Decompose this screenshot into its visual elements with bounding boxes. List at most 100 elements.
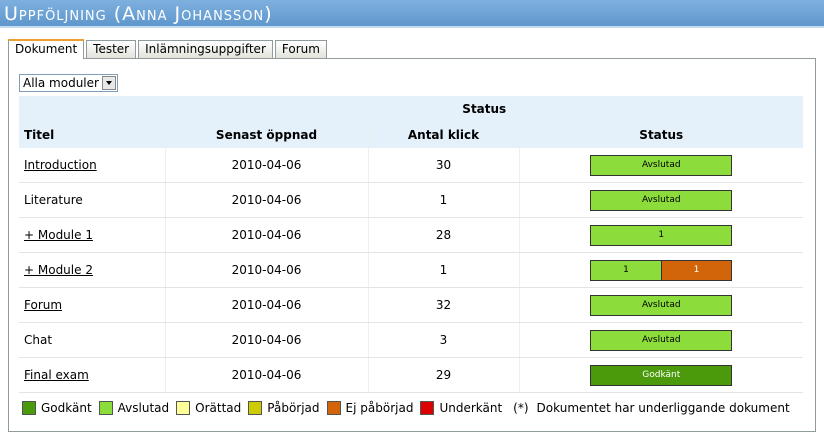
- group-header: Status: [164, 96, 804, 122]
- tab[interactable]: Inlämningsuppgifter: [138, 40, 273, 58]
- title-cell: Forum: [19, 287, 165, 323]
- date-cell: 2010-04-06: [164, 287, 368, 323]
- document-table: Status Titel Senast öppnad Antal klick S…: [19, 96, 804, 393]
- filter-label: Alla moduler: [23, 76, 99, 90]
- legend-item: Underkänt: [420, 401, 502, 415]
- status-bar: Avslutad: [590, 189, 733, 211]
- dropdown-arrow[interactable]: [102, 76, 116, 90]
- status-segment: 1: [591, 225, 732, 245]
- date-cell: 2010-04-06: [164, 252, 368, 288]
- table-row: Introduction 2010-04-06 30 Avslutad: [19, 148, 804, 183]
- status-cell: Godkänt: [518, 357, 804, 393]
- legend-item: Godkänt: [22, 401, 92, 415]
- date-cell: 2010-04-06: [164, 217, 368, 253]
- document-link[interactable]: Final exam: [24, 368, 89, 382]
- status-segment: Avslutad: [591, 330, 732, 350]
- legend-swatch: [22, 401, 36, 415]
- last-opened: 2010-04-06: [231, 263, 302, 277]
- document-link[interactable]: + Module 1: [24, 228, 93, 242]
- last-opened: 2010-04-06: [231, 158, 302, 172]
- status-cell: Avslutad: [518, 322, 804, 358]
- note-text: Dokumentet har underliggande dokument: [536, 401, 790, 415]
- table-row: + Module 1 2010-04-06 28 1: [19, 217, 804, 253]
- legend-label: Orättad: [195, 401, 242, 415]
- status-cell: Avslutad: [518, 182, 804, 218]
- table-row: + Module 2 2010-04-06 1 1 1: [19, 252, 804, 288]
- legend-label: Påbörjad: [267, 401, 320, 415]
- page-title: Uppföljning (Anna Johansson): [0, 0, 824, 28]
- legend-item: Avslutad: [98, 401, 170, 415]
- legend-label: Godkänt: [41, 401, 92, 415]
- legend-item: Orättad: [176, 401, 241, 415]
- title-cell: Chat: [19, 322, 165, 358]
- column-header: Antal klick: [367, 122, 519, 148]
- header-row: Titel Senast öppnad Antal klick Status: [19, 122, 804, 148]
- clicks-cell: 3: [367, 322, 519, 358]
- tab[interactable]: Tester: [86, 40, 137, 58]
- status-bar: Avslutad: [590, 154, 733, 176]
- status-cell: 1: [518, 217, 804, 253]
- tab[interactable]: Dokument: [8, 39, 85, 59]
- table-row: Chat 2010-04-06 3 Avslutad: [19, 322, 804, 358]
- module-filter[interactable]: Alla moduler: [19, 74, 118, 92]
- title-cell: + Module 2: [19, 252, 165, 288]
- click-count: 29: [435, 368, 452, 382]
- legend-label: Ej påbörjad: [345, 401, 414, 415]
- legend-note: (*) Dokumentet har underliggande dokument: [513, 401, 797, 415]
- clicks-cell: 28: [367, 217, 519, 253]
- status-segment: Avslutad: [591, 190, 732, 210]
- date-cell: 2010-04-06: [164, 148, 368, 183]
- legend: Godkänt Avslutad Orättad Påbörjad Ej påbörja…: [22, 401, 805, 415]
- note-marker: (*): [513, 401, 529, 415]
- clicks-cell: 32: [367, 287, 519, 323]
- status-cell: Avslutad: [518, 148, 804, 183]
- legend-swatch: [248, 401, 263, 415]
- legend-swatch: [176, 401, 191, 415]
- last-opened: 2010-04-06: [231, 193, 302, 207]
- column-header: Status: [518, 122, 804, 148]
- title-cell: + Module 1: [19, 217, 165, 253]
- clicks-cell: 1: [367, 182, 519, 218]
- last-opened: 2010-04-06: [231, 333, 302, 347]
- title-cell: Literature: [19, 182, 165, 218]
- status-bar: Avslutad: [590, 294, 733, 316]
- legend-item: Ej påbörjad: [326, 401, 414, 415]
- status-segment: Avslutad: [591, 155, 732, 175]
- document-link[interactable]: + Module 2: [24, 263, 93, 277]
- legend-label: Avslutad: [117, 401, 170, 415]
- status-segment: 1: [591, 260, 661, 280]
- last-opened: 2010-04-06: [231, 298, 302, 312]
- title-cell: Introduction: [19, 148, 165, 183]
- header-cell: [19, 96, 165, 122]
- tab[interactable]: Forum: [274, 40, 327, 58]
- document-link[interactable]: Forum: [24, 298, 63, 312]
- clicks-cell: 29: [367, 357, 519, 393]
- clicks-cell: 1: [367, 252, 519, 288]
- legend-item: Påbörjad: [248, 401, 320, 415]
- click-count: 30: [435, 158, 452, 172]
- click-count: 3: [439, 333, 448, 347]
- status-bar: 1: [590, 224, 733, 246]
- title-cell: Final exam: [19, 357, 165, 393]
- clicks-cell: 30: [367, 148, 519, 183]
- table-row: Literature 2010-04-06 1 Avslutad: [19, 182, 804, 218]
- tab-bar: Dokument Tester Inlämningsuppgifter Forum: [8, 39, 327, 59]
- legend-swatch: [326, 401, 341, 415]
- date-cell: 2010-04-06: [164, 322, 368, 358]
- document-link[interactable]: Introduction: [24, 158, 97, 172]
- column-header: Titel: [19, 122, 165, 148]
- legend-swatch: [98, 401, 113, 415]
- status-segment: Godkänt: [591, 365, 732, 385]
- table-row: Forum 2010-04-06 32 Avslutad: [19, 287, 804, 323]
- legend-label: Underkänt: [439, 401, 503, 415]
- group-header-row: Status: [19, 96, 804, 122]
- status-bar: Godkänt: [590, 364, 733, 386]
- status-segment: Avslutad: [591, 295, 732, 315]
- status-segment: 1: [660, 260, 732, 280]
- status-cell: Avslutad: [518, 287, 804, 323]
- click-count: 32: [435, 298, 452, 312]
- status-bar: Avslutad: [590, 329, 733, 351]
- click-count: 1: [439, 193, 448, 207]
